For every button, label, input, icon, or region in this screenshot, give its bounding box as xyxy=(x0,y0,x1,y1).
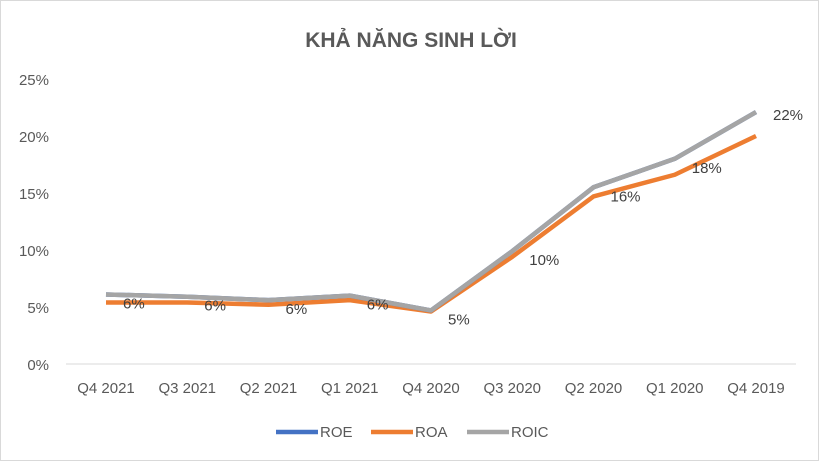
data-label: 6% xyxy=(123,295,145,312)
data-label: 22% xyxy=(773,107,803,124)
x-tick-label: Q4 2021 xyxy=(77,380,135,397)
data-label: 16% xyxy=(611,188,641,205)
series-line-roic xyxy=(105,110,758,313)
legend-label-roe: ROE xyxy=(320,424,353,441)
x-tick-label: Q4 2019 xyxy=(727,380,785,397)
x-tick-label: Q1 2020 xyxy=(646,380,704,397)
data-label: 18% xyxy=(692,160,722,177)
legend-label-roa: ROA xyxy=(415,424,448,441)
series-line-roe xyxy=(105,110,758,313)
y-tick-label: 15% xyxy=(19,186,49,203)
x-tick-label: Q2 2020 xyxy=(565,380,623,397)
data-label: 6% xyxy=(204,298,226,315)
y-tick-label: 0% xyxy=(27,357,49,374)
x-tick-label: Q3 2020 xyxy=(483,380,541,397)
y-tick-label: 5% xyxy=(27,300,49,317)
x-tick-label: Q4 2020 xyxy=(402,380,460,397)
chart-title: KHẢ NĂNG SINH LỜI xyxy=(305,28,517,52)
legend-label-roic: ROIC xyxy=(511,424,549,441)
data-label: 6% xyxy=(367,297,389,314)
data-label: 6% xyxy=(286,301,308,318)
y-tick-label: 10% xyxy=(19,243,49,260)
y-tick-label: 25% xyxy=(19,72,49,89)
x-tick-label: Q1 2021 xyxy=(321,380,379,397)
data-label: 10% xyxy=(529,252,559,269)
y-tick-label: 20% xyxy=(19,129,49,146)
x-tick-label: Q3 2021 xyxy=(158,380,216,397)
data-label: 5% xyxy=(448,311,470,328)
x-tick-label: Q2 2021 xyxy=(240,380,298,397)
